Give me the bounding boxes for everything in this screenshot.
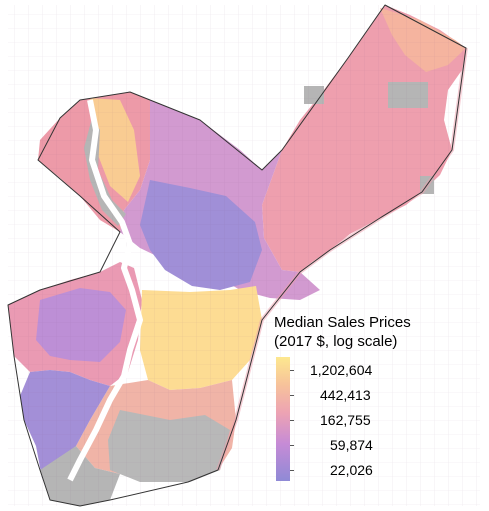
legend: Median Sales Prices (2017 $, log scale) … <box>274 313 484 488</box>
legend-tick-mark <box>290 445 294 446</box>
legend-tick-label: 1,202,604 <box>310 362 373 378</box>
legend-tick-mark <box>290 370 294 371</box>
city-boundary <box>7 4 467 507</box>
legend-color-bar <box>276 357 290 481</box>
schuylkill-river <box>67 99 143 482</box>
legend-title-line1: Median Sales Prices <box>274 314 411 331</box>
legend-title-line2: (2017 $, log scale) <box>274 333 398 350</box>
legend-tick-mark <box>290 470 294 471</box>
block-grid <box>8 5 480 506</box>
legend-tick-label: 22,026 <box>330 462 373 478</box>
legend-tick-label: 162,755 <box>320 412 371 428</box>
legend-tick-mark <box>290 395 294 396</box>
legend-tick-mark <box>290 420 294 421</box>
legend-tick-label: 59,874 <box>330 437 373 453</box>
legend-tick-label: 442,413 <box>320 387 371 403</box>
